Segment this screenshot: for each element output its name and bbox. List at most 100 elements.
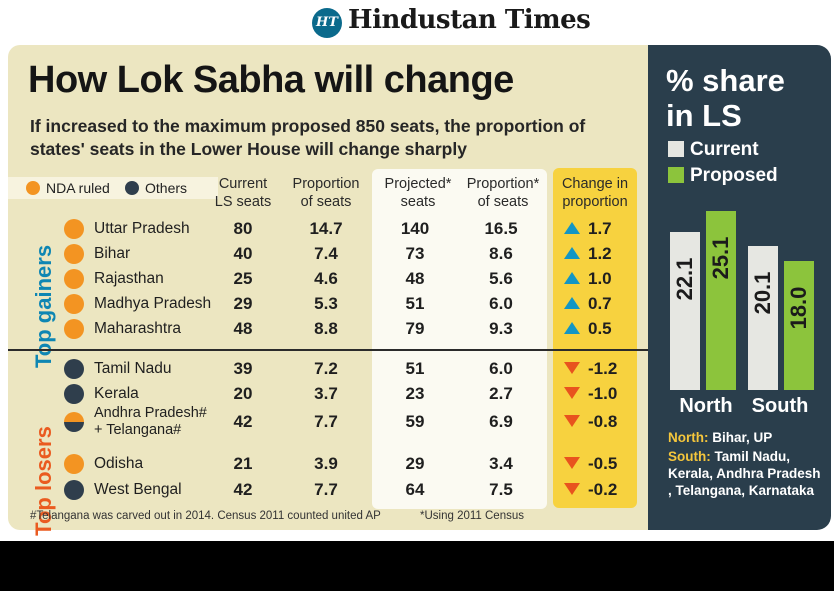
party-dot-icon	[64, 384, 84, 404]
bar-south-proposed	[784, 261, 814, 390]
down-arrow-icon	[564, 387, 580, 399]
cell-projected-prop: 8.6	[489, 244, 513, 263]
party-dot-icon	[64, 294, 84, 314]
down-arrow-icon	[564, 415, 580, 427]
cell-current-prop: 4.6	[314, 269, 338, 288]
header-projected-proportion: Proportion* of seats	[466, 176, 540, 210]
party-dot-icon	[64, 269, 84, 289]
projected-columns-highlight	[372, 169, 547, 509]
cell-projected-prop: 5.6	[489, 269, 513, 288]
cell-change: -0.5	[564, 454, 634, 474]
cell-change: -0.2	[564, 480, 634, 500]
group-divider	[8, 349, 648, 351]
ht-logo-icon: HT	[312, 8, 342, 38]
table-panel: How Lok Sabha will change If increased t…	[8, 45, 648, 536]
bar-value-label: 20.1	[750, 271, 775, 315]
legend: NDA ruled Others	[8, 177, 218, 199]
party-dot-icon	[64, 412, 84, 432]
cell-change: 0.7	[564, 294, 634, 314]
cell-projected-seats: 64	[405, 480, 425, 499]
state-name: Uttar Pradesh	[94, 220, 190, 237]
state-name: Kerala	[94, 385, 139, 402]
cell-projected-seats: 48	[405, 269, 425, 288]
proposed-swatch-icon	[668, 167, 684, 183]
share-title: % share in LS	[666, 63, 785, 133]
bar-south-current	[748, 246, 778, 390]
masthead: HT Hindustan Times	[0, 0, 834, 44]
legend-nda: NDA ruled	[26, 180, 110, 196]
party-dot-icon	[64, 359, 84, 379]
cell-projected-prop: 9.3	[489, 319, 513, 338]
state-name: West Bengal	[94, 481, 182, 498]
state-name: Bihar	[94, 245, 131, 262]
down-arrow-icon	[564, 457, 580, 469]
cell-current-seats: 25	[233, 269, 253, 288]
legend-others: Others	[125, 180, 187, 196]
cell-current-prop: 8.8	[314, 319, 338, 338]
state-name: Madhya Pradesh	[94, 295, 212, 312]
header-change: Change in proportion	[561, 176, 629, 210]
state-name: Andhra Pradesh# + Telangana#	[94, 405, 207, 438]
navy-dot-icon	[125, 181, 139, 195]
header-projected-seats: Projected* seats	[384, 176, 452, 210]
note-north: North: Bihar, UP	[668, 430, 773, 445]
cell-current-prop: 7.7	[314, 412, 338, 431]
state-name: Tamil Nadu	[94, 360, 172, 377]
footnote-telangana: #Telangana was carved out in 2014. Censu…	[30, 510, 381, 522]
party-dot-icon	[64, 454, 84, 474]
up-arrow-icon	[564, 222, 580, 234]
publication-name: Hindustan Times	[348, 5, 591, 35]
cell-current-seats: 80	[233, 219, 253, 238]
category-south: South	[751, 395, 809, 417]
bar-north-proposed	[706, 211, 736, 390]
cell-current-prop: 5.3	[314, 294, 338, 313]
cell-current-prop: 7.4	[314, 244, 338, 263]
cell-current-seats: 21	[233, 454, 253, 473]
orange-dot-icon	[26, 181, 40, 195]
infographic-title: How Lok Sabha will change	[28, 59, 514, 101]
down-arrow-icon	[564, 362, 580, 374]
cell-change: -1.2	[564, 359, 634, 379]
cell-change: -0.8	[564, 412, 634, 432]
cell-projected-seats: 29	[405, 454, 425, 473]
cell-projected-seats: 51	[405, 294, 425, 313]
up-arrow-icon	[564, 247, 580, 259]
cell-projected-seats: 73	[405, 244, 425, 263]
cell-projected-seats: 23	[405, 384, 425, 403]
cell-current-prop: 3.9	[314, 454, 338, 473]
cell-projected-prop: 6.9	[489, 412, 513, 431]
cell-change: -1.0	[564, 384, 634, 404]
bar-value-label: 25.1	[708, 236, 733, 280]
cell-projected-seats: 59	[405, 412, 425, 431]
cell-change: 0.5	[564, 319, 634, 339]
cell-current-prop: 7.7	[314, 480, 338, 499]
down-arrow-icon	[564, 483, 580, 495]
cell-projected-prop: 6.0	[489, 359, 513, 378]
cell-current-seats: 29	[233, 294, 253, 313]
cell-projected-prop: 2.7	[489, 384, 513, 403]
cell-projected-prop: 3.4	[489, 454, 513, 473]
legend-proposed: Proposed	[668, 165, 778, 187]
cell-current-prop: 7.2	[314, 359, 338, 378]
share-panel: % share in LS Current Proposed 22.1 25.1 20…	[648, 45, 831, 530]
legend-current: Current	[668, 139, 759, 161]
cell-change: 1.2	[564, 244, 634, 264]
cell-projected-seats: 140	[400, 219, 430, 238]
infographic-subtitle: If increased to the maximum proposed 850…	[30, 116, 586, 159]
bar-value-label: 22.1	[672, 257, 697, 301]
header-current-seats: Current LS seats	[214, 176, 272, 210]
cell-current-prop: 3.7	[314, 384, 338, 403]
footnote-census: *Using 2011 Census	[420, 510, 524, 522]
party-dot-icon	[64, 480, 84, 500]
bar-value-label: 18.0	[786, 286, 811, 330]
cell-change: 1.7	[564, 219, 634, 239]
cell-change: 1.0	[564, 269, 634, 289]
group-label-losers: Top losers	[31, 426, 56, 536]
up-arrow-icon	[564, 322, 580, 334]
party-dot-icon	[64, 244, 84, 264]
party-dot-icon	[64, 219, 84, 239]
cell-current-seats: 42	[233, 480, 253, 499]
cell-current-seats: 40	[233, 244, 253, 263]
cell-projected-prop: 7.5	[489, 480, 513, 499]
up-arrow-icon	[564, 272, 580, 284]
